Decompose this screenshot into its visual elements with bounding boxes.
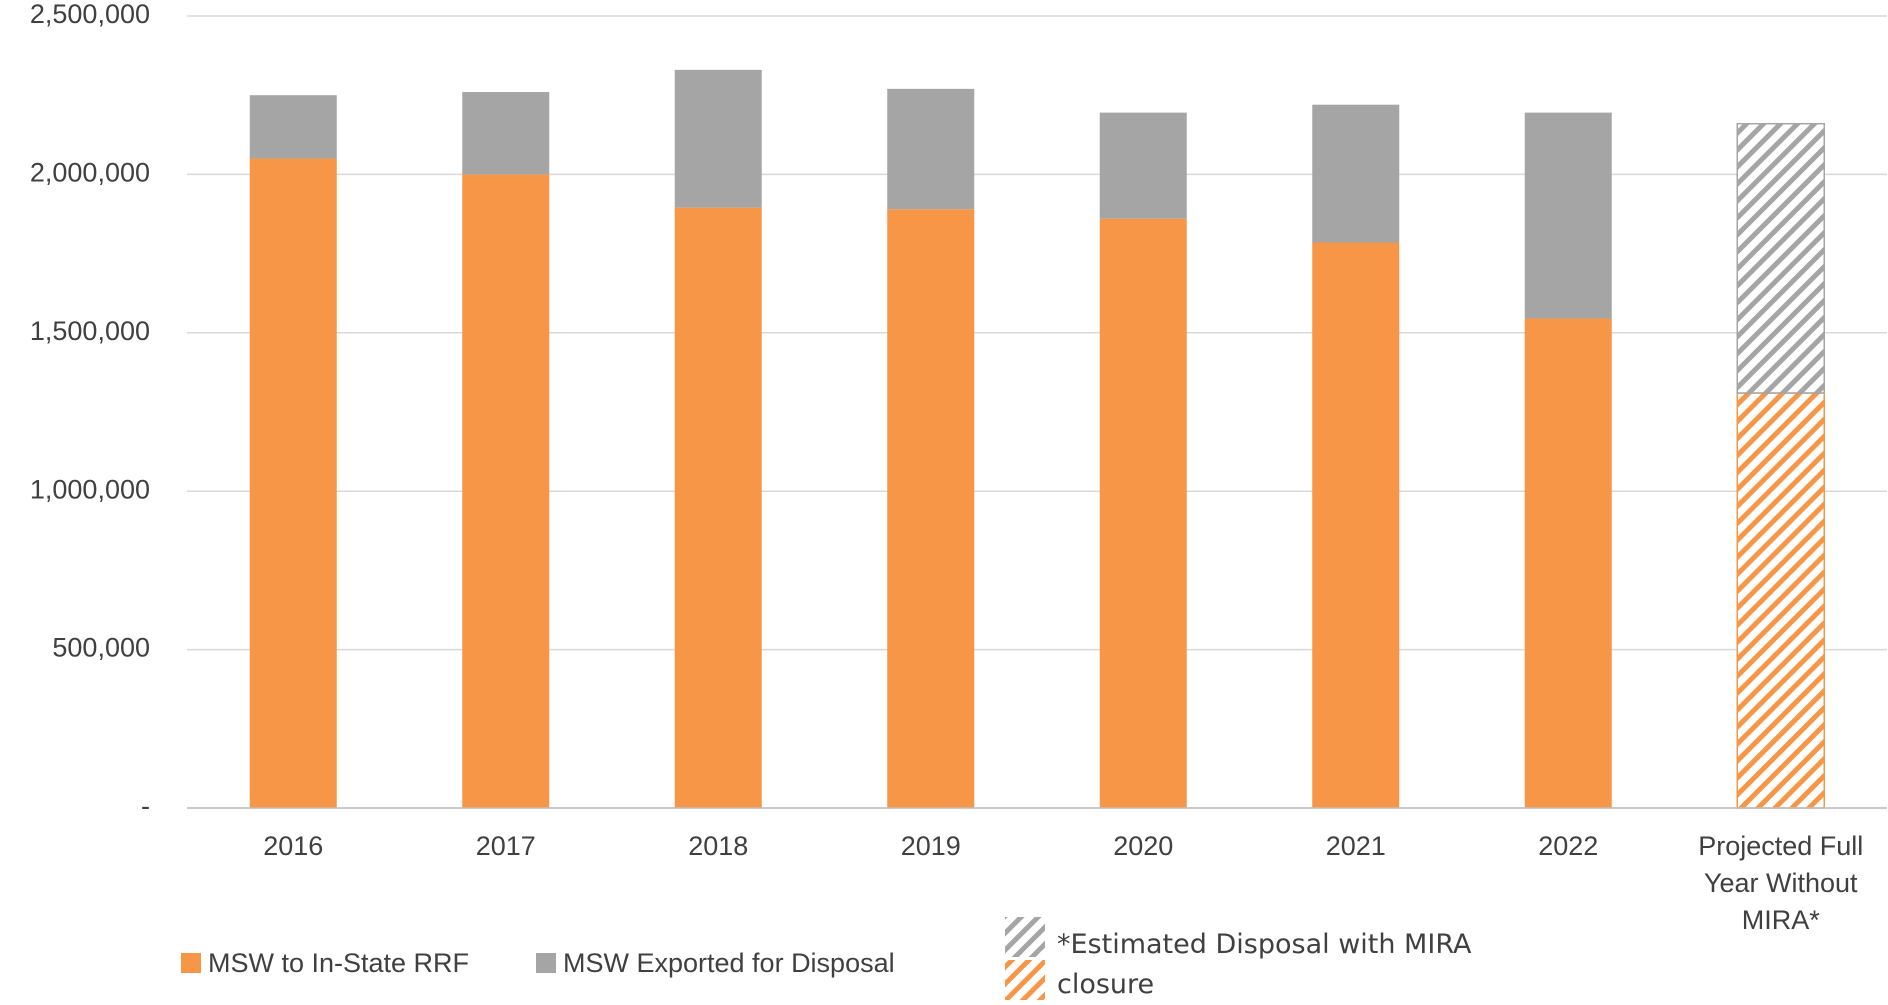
bar-segment xyxy=(1312,104,1400,243)
bar-segment xyxy=(462,174,550,808)
bar-segment xyxy=(1099,218,1187,808)
x-tick-label: 2019 xyxy=(900,831,961,861)
legend-swatch xyxy=(536,953,556,973)
y-tick-label: 2,500,000 xyxy=(30,0,150,29)
x-tick-label: 2022 xyxy=(1538,831,1599,861)
hatch-legend: *Estimated Disposal with MIRA closure xyxy=(1057,929,1472,1000)
bar-segment xyxy=(249,158,337,808)
legend-hatch-swatch xyxy=(1005,917,1045,957)
bar-segment xyxy=(674,69,762,208)
bar-segment xyxy=(249,95,337,159)
y-tick-label: 500,000 xyxy=(52,633,150,663)
x-tick-label: 2018 xyxy=(688,831,749,861)
x-tick-label: 2020 xyxy=(1113,831,1174,861)
legend-label: MSW Exported for Disposal xyxy=(563,948,895,978)
bar-segment xyxy=(1736,392,1825,809)
bar-segment xyxy=(1524,112,1612,319)
x-tick-label: 2017 xyxy=(475,831,536,861)
y-tick-label: 1,000,000 xyxy=(30,474,150,504)
bar-segment xyxy=(1099,112,1187,219)
x-tick-label: 2021 xyxy=(1325,831,1386,861)
bar-segment xyxy=(674,207,762,808)
x-tick-label: Projected Full Year Without MIRA* xyxy=(1698,831,1864,935)
y-tick-label: - xyxy=(141,791,150,821)
y-tick-label: 2,000,000 xyxy=(30,158,150,188)
bar-segment xyxy=(1312,242,1400,809)
bar-segment xyxy=(462,92,550,175)
y-tick-label: 1,500,000 xyxy=(30,316,150,346)
legend-swatch xyxy=(181,953,201,973)
legend-label: MSW to In-State RRF xyxy=(208,948,469,978)
bar-segment xyxy=(887,88,975,210)
bar-segment xyxy=(887,209,975,809)
bar-segment xyxy=(1524,318,1612,808)
legend-hatch-swatch xyxy=(1005,960,1045,1000)
x-tick-label: 2016 xyxy=(263,831,324,861)
bar-segment xyxy=(1736,122,1825,394)
